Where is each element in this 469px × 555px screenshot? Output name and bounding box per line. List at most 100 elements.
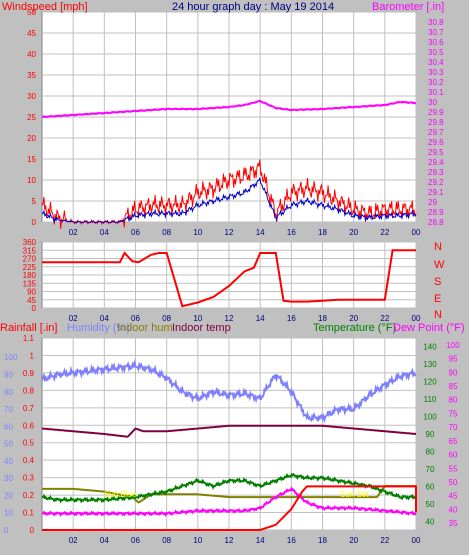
rainfall-tick-label: 0 bbox=[30, 526, 35, 535]
x-tick-label: 04 bbox=[100, 314, 109, 323]
humidity-line bbox=[41, 359, 417, 424]
humidity-tick-label: 30 bbox=[4, 474, 13, 483]
compass-label-n-top: N bbox=[434, 241, 442, 253]
x-tick-label: 00 bbox=[412, 228, 421, 237]
direction-tick-label: 360 bbox=[23, 238, 37, 247]
x-tick-label: 10 bbox=[193, 536, 202, 545]
x-tick-label: 12 bbox=[225, 228, 234, 237]
dew-point-line bbox=[41, 486, 417, 517]
dew-point-tick-label: 55 bbox=[449, 464, 458, 473]
x-tick-label: 14 bbox=[256, 228, 265, 237]
indoor-hum-axis-label: Indoor hum bbox=[117, 322, 173, 334]
dew-point-tick-label: 50 bbox=[449, 478, 458, 487]
direction-tick-label: 180 bbox=[23, 271, 37, 280]
barometer-tick-label: 29 bbox=[428, 198, 437, 207]
x-tick-label: 06 bbox=[131, 228, 140, 237]
dew-point-tick-label: 95 bbox=[449, 355, 458, 364]
dew-point-tick-label: 45 bbox=[449, 492, 458, 501]
humidity-axis-label: Humidity (%) bbox=[67, 322, 130, 334]
direction-tick-label: 315 bbox=[23, 246, 37, 255]
windspeed-axis-label: Windspeed [mph] bbox=[2, 1, 88, 13]
indoor-temp-line bbox=[41, 424, 417, 438]
temperature-tick-label: 140 bbox=[423, 343, 437, 352]
barometer-tick-label: 29.1 bbox=[428, 188, 444, 197]
barometer-tick-label: 29.5 bbox=[428, 148, 444, 157]
barometer-tick-label: 30.4 bbox=[428, 58, 444, 67]
barometer-tick-label: 29.6 bbox=[428, 138, 444, 147]
rainfall-tick-label: 0.6 bbox=[23, 421, 35, 430]
x-tick-label: 22 bbox=[380, 228, 389, 237]
x-tick-label: 06 bbox=[131, 536, 140, 545]
humidity-tick-label: 20 bbox=[4, 491, 13, 500]
rainfall-tick-label: 0.5 bbox=[23, 439, 35, 448]
barometer-line bbox=[41, 99, 416, 119]
dew-point-tick-label: 35 bbox=[449, 519, 458, 528]
barometer-tick-label: 29.3 bbox=[428, 168, 444, 177]
humidity-tick-label: 10 bbox=[4, 509, 13, 518]
barometer-tick-label: 28.9 bbox=[428, 208, 444, 217]
windspeed-tick-label: 40 bbox=[27, 50, 36, 59]
temperature-tick-label: 110 bbox=[424, 395, 437, 404]
x-tick-label: 20 bbox=[349, 536, 358, 545]
humidity-tick-label: 50 bbox=[4, 440, 13, 449]
rainfall-tick-label: 0.4 bbox=[23, 456, 35, 465]
dew-point-axis-label: Dew Point (°F) bbox=[393, 322, 465, 334]
indoor-temp-axis-label: Indoor temp bbox=[172, 322, 231, 334]
dew-point-tick-label: 65 bbox=[449, 437, 458, 446]
direction-tick-label: 225 bbox=[23, 263, 37, 272]
compass-label-e: E bbox=[434, 293, 441, 305]
x-tick-label: 20 bbox=[349, 228, 358, 237]
x-tick-label: 18 bbox=[318, 536, 327, 545]
dew-point-tick-label: 75 bbox=[449, 409, 458, 418]
barometer-tick-label: 30.8 bbox=[428, 18, 444, 27]
x-tick-label: 04 bbox=[100, 536, 109, 545]
compass-label-s: S bbox=[434, 276, 441, 288]
temperature-tick-label: 90 bbox=[426, 430, 435, 439]
rainfall-line bbox=[42, 485, 417, 531]
x-tick-label: 08 bbox=[162, 228, 171, 237]
windspeed-tick-label: 5 bbox=[32, 197, 37, 206]
windspeed-tick-label: 0 bbox=[32, 218, 37, 227]
windspeed-tick-label: 25 bbox=[27, 113, 36, 122]
x-tick-label: 02 bbox=[69, 314, 78, 323]
rainfall-tick-label: 1.1 bbox=[23, 334, 35, 343]
humidity-tick-label: 80 bbox=[4, 388, 13, 397]
x-tick-label: 22 bbox=[380, 314, 389, 323]
rainfall-tick-label: 0.9 bbox=[23, 369, 35, 378]
compass-label-n-bottom: N bbox=[434, 309, 442, 321]
temperature-tick-label: 120 bbox=[423, 378, 437, 387]
compass-label-w: W bbox=[434, 259, 445, 271]
barometer-tick-label: 28.8 bbox=[428, 218, 444, 227]
temperature-tick-label: 50 bbox=[426, 500, 435, 509]
temperature-tick-label: 80 bbox=[426, 447, 435, 456]
barometer-tick-label: 29.8 bbox=[428, 118, 444, 127]
direction-tick-label: 90 bbox=[27, 288, 36, 297]
direction-tick-label: 135 bbox=[23, 279, 37, 288]
dew-point-tick-label: 70 bbox=[449, 423, 458, 432]
dew-point-tick-label: 100 bbox=[446, 341, 460, 350]
rainfall-tick-label: 0.2 bbox=[23, 491, 35, 500]
barometer-tick-label: 30.1 bbox=[428, 88, 444, 97]
barometer-axis-label: Barometer [.in] bbox=[372, 1, 444, 13]
x-tick-label: 12 bbox=[225, 536, 234, 545]
x-tick-label: 18 bbox=[318, 228, 327, 237]
series-lines bbox=[41, 99, 417, 531]
humidity-tick-label: 40 bbox=[4, 457, 13, 466]
sun-set-annotation: Sun Set bbox=[340, 490, 369, 499]
temperature-tick-label: 40 bbox=[426, 517, 435, 526]
wind-direction-line bbox=[42, 249, 416, 308]
x-tick-label: 16 bbox=[287, 536, 296, 545]
wind-average-line bbox=[42, 177, 417, 224]
temperature-axis-label: Temperature (°F) bbox=[313, 322, 396, 334]
x-tick-label: 08 bbox=[162, 536, 171, 545]
x-tick-label: 12 bbox=[225, 314, 234, 323]
barometer-tick-label: 30.6 bbox=[428, 38, 444, 47]
barometer-tick-label: 30 bbox=[428, 98, 437, 107]
dew-point-tick-label: 85 bbox=[449, 382, 458, 391]
windspeed-tick-label: 30 bbox=[27, 92, 36, 101]
humidity-tick-label: 100 bbox=[4, 353, 18, 362]
windspeed-tick-label: 35 bbox=[27, 71, 36, 80]
rainfall-axis-label: Rainfall [.in] bbox=[0, 322, 57, 334]
